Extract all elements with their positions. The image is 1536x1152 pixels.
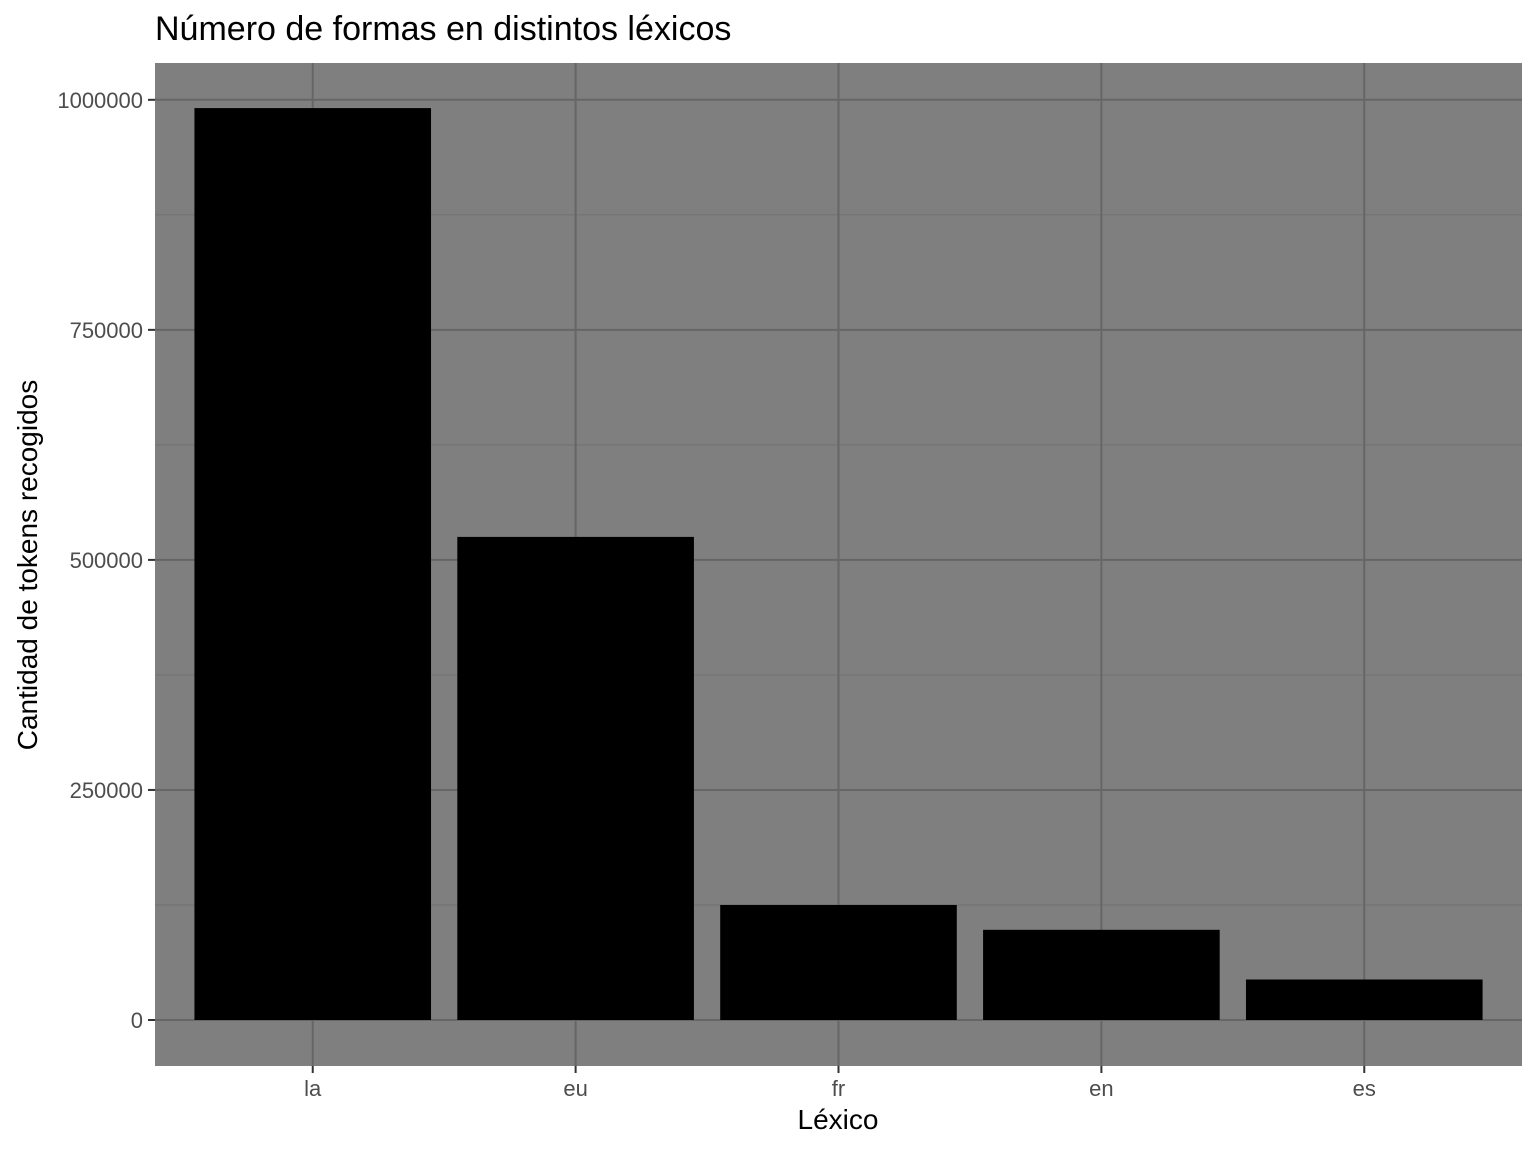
bar-fr [720, 904, 957, 1020]
y-tick-label: 500000 [70, 548, 143, 573]
y-tick-label: 1000000 [57, 88, 143, 113]
y-tick-label: 750000 [70, 318, 143, 343]
y-tick-label: 250000 [70, 778, 143, 803]
bar-eu [457, 536, 694, 1020]
x-tick-label: es [1353, 1076, 1376, 1101]
y-axis: 0 250000 500000 750000 1000000 [57, 88, 155, 1033]
x-tick-label: la [304, 1076, 322, 1101]
x-axis-title: Léxico [798, 1104, 879, 1135]
bars [194, 108, 1483, 1020]
y-tick-label: 0 [131, 1008, 143, 1033]
x-axis: la eu fr en es [304, 1066, 1376, 1101]
bar-la [194, 108, 432, 1020]
chart-title: Número de formas en distintos léxicos [155, 10, 731, 48]
y-axis-title: Cantidad de tokens recogidos [12, 380, 43, 750]
x-tick-label: eu [563, 1076, 587, 1101]
x-tick-label: en [1089, 1076, 1113, 1101]
x-tick-label: fr [832, 1076, 845, 1101]
bar-en [983, 929, 1220, 1020]
bar-es [1245, 979, 1483, 1020]
